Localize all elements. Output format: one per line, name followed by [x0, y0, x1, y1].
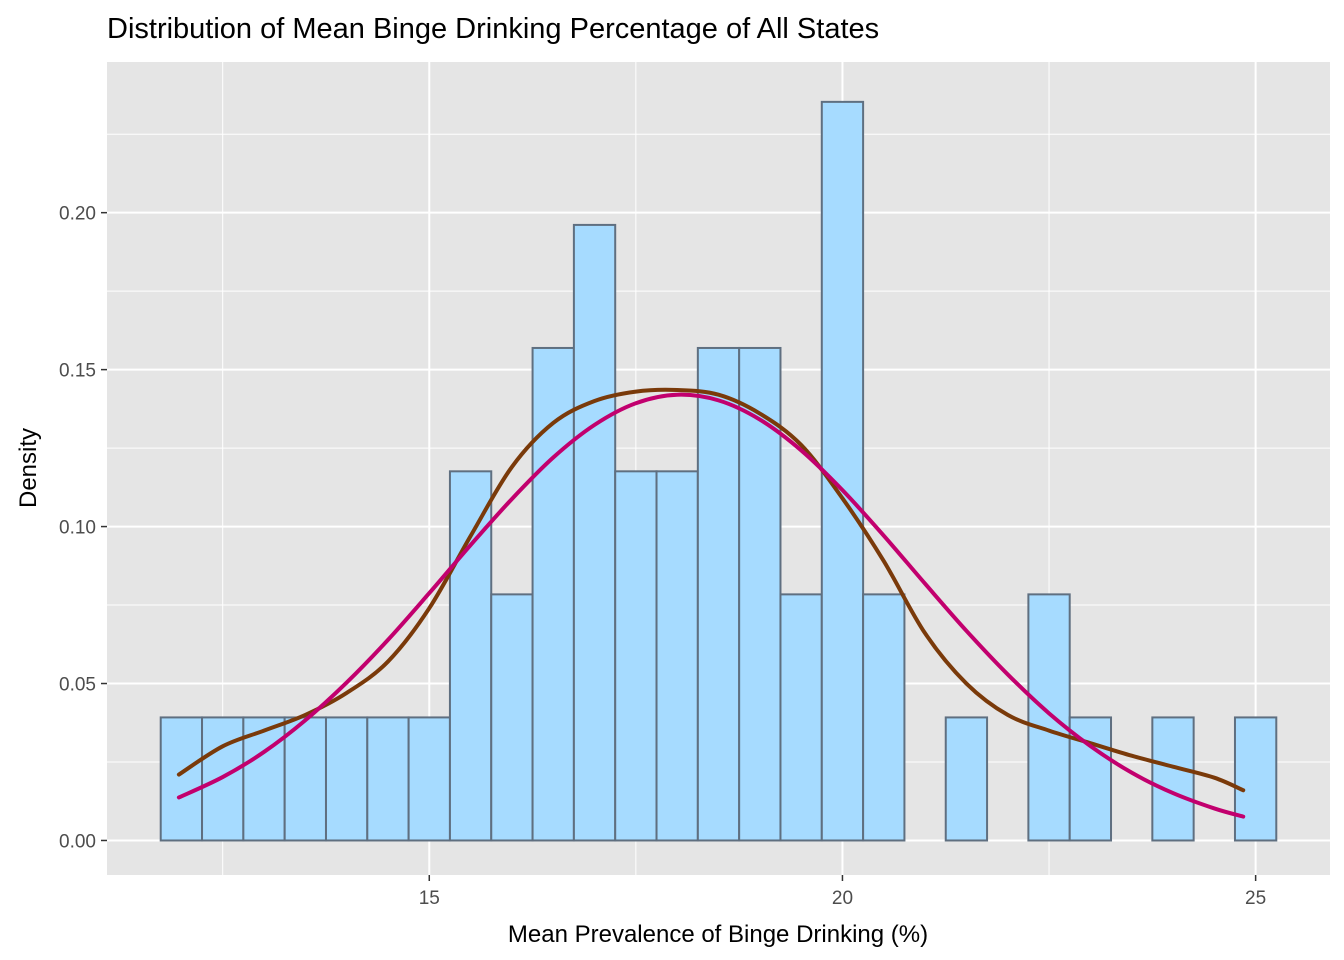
curves [176, 387, 1246, 819]
histogram-bar [531, 346, 575, 842]
y-tick-label: 0.20 [59, 204, 96, 225]
y-tick-label: 0.10 [59, 518, 96, 539]
histogram-bar [324, 716, 369, 842]
x-tick-label: 15 [419, 888, 440, 909]
histogram-bar [490, 593, 534, 842]
histogram-bar [655, 470, 699, 842]
histogram-bar [242, 716, 286, 842]
histogram-bar [572, 223, 617, 842]
histogram-bar [944, 716, 989, 842]
x-tick-label: 25 [1245, 888, 1266, 909]
histogram-bar [820, 100, 865, 842]
chart-title: Distribution of Mean Binge Drinking Perc… [107, 13, 879, 45]
y-axis-ticks: 0.00 0.05 0.10 0.15 0.20 [59, 204, 107, 852]
histogram-bar [366, 716, 410, 842]
normal-curve [176, 392, 1246, 819]
y-tick-label: 0.05 [59, 675, 96, 696]
x-axis-label: Mean Prevalence of Binge Drinking (%) [508, 921, 928, 948]
density-curve [176, 387, 1246, 793]
x-axis-ticks: 15 20 25 [419, 875, 1266, 909]
histogram-bar [283, 716, 327, 842]
x-tick-label: 20 [832, 888, 853, 909]
y-tick-label: 0.00 [59, 831, 96, 852]
y-axis-label: Density [15, 428, 42, 508]
histogram-bar [696, 346, 741, 842]
y-tick-label: 0.15 [59, 361, 96, 382]
histogram-bar [779, 593, 823, 842]
histogram-bar [407, 716, 451, 842]
histogram-bar [862, 593, 906, 842]
histogram-bar [1151, 716, 1195, 842]
histogram-bar [1027, 593, 1071, 842]
histogram-bar [1233, 716, 1278, 842]
histogram-bar [614, 470, 658, 842]
histogram-bar [159, 716, 204, 842]
